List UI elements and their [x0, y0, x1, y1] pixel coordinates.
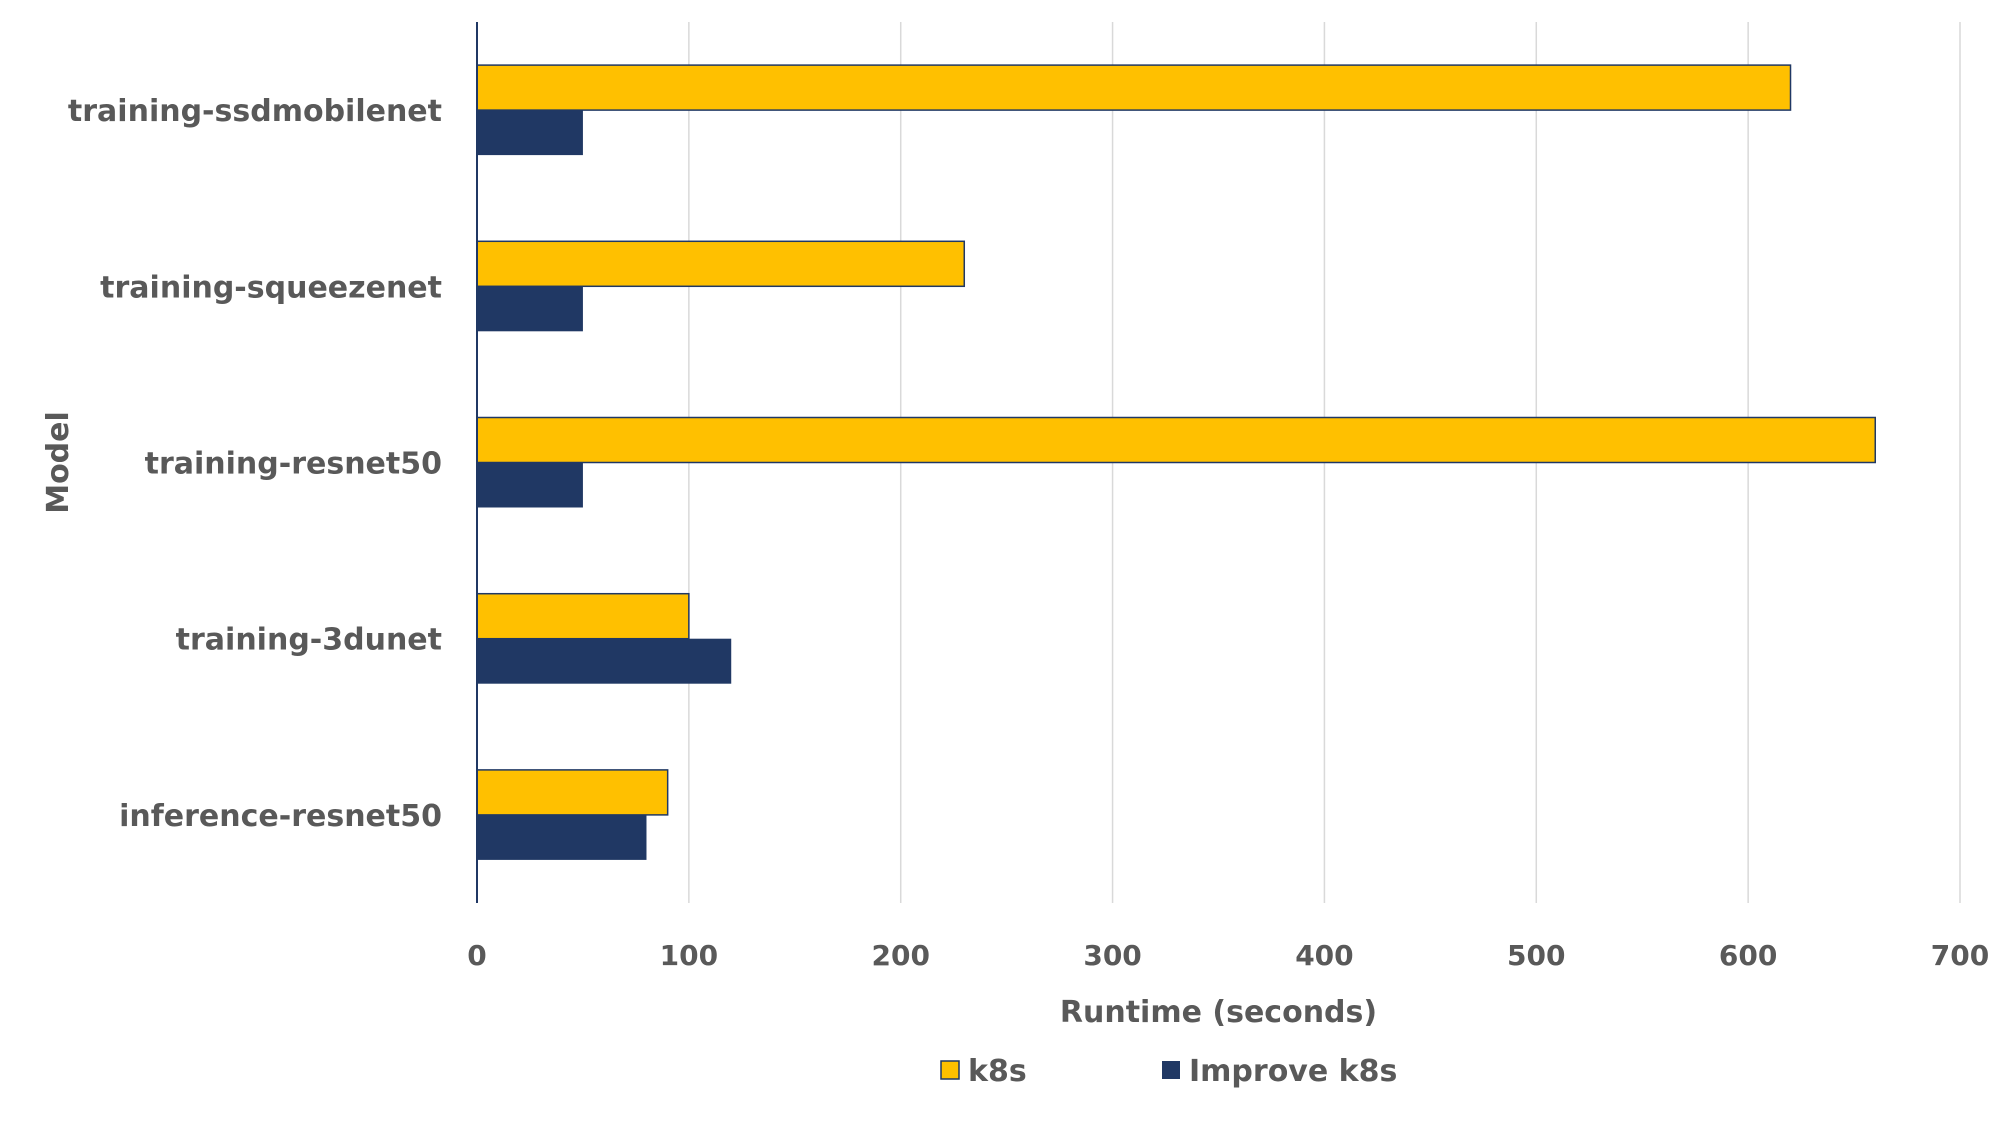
bar-inference-resnet50-k8s [476, 769, 669, 816]
bar-training-3dunet-improve-k8s [477, 638, 732, 684]
category-label: training-3dunet [176, 623, 442, 658]
bar-training-resnet50-k8s [476, 416, 1877, 464]
x-tick-labels: 0 100 200 300 400 500 600 700 [467, 939, 1989, 972]
bars [476, 64, 1877, 860]
legend-swatch-improve-k8s [1162, 1061, 1180, 1079]
x-tick-label: 600 [1719, 939, 1777, 972]
legend: k8s Improve k8s [940, 1054, 1397, 1089]
category-label: training-resnet50 [145, 447, 442, 482]
bar-training-squeezenet-improve-k8s [477, 286, 583, 332]
x-axis-title: Runtime (seconds) [1060, 995, 1377, 1030]
bar-inference-resnet50-improve-k8s [477, 814, 647, 860]
legend-label-improve-k8s: Improve k8s [1189, 1054, 1397, 1089]
category-label: training-ssdmobilenet [68, 94, 442, 129]
bar-training-resnet50-improve-k8s [477, 462, 583, 508]
x-tick-label: 500 [1507, 939, 1565, 972]
category-label: inference-resnet50 [119, 799, 442, 834]
bar-training-3dunet-k8s [476, 592, 690, 640]
x-tick-label: 400 [1295, 939, 1353, 972]
category-labels: training-ssdmobilenet training-squeezenet… [68, 94, 442, 834]
x-tick-label: 700 [1931, 939, 1989, 972]
bar-training-squeezenet-k8s [476, 240, 966, 288]
legend-label-k8s: k8s [968, 1054, 1027, 1089]
bar-training-ssdmobilenet-k8s [476, 64, 1792, 111]
x-tick-label: 200 [871, 939, 929, 972]
legend-swatch-k8s [940, 1060, 960, 1080]
x-tick-label: 300 [1083, 939, 1141, 972]
bar-training-ssdmobilenet-improve-k8s [477, 110, 583, 156]
y-axis-title: Model [41, 411, 76, 514]
category-label: training-squeezenet [100, 270, 442, 305]
x-tick-label: 100 [660, 939, 718, 972]
x-tick-label: 0 [467, 939, 486, 972]
